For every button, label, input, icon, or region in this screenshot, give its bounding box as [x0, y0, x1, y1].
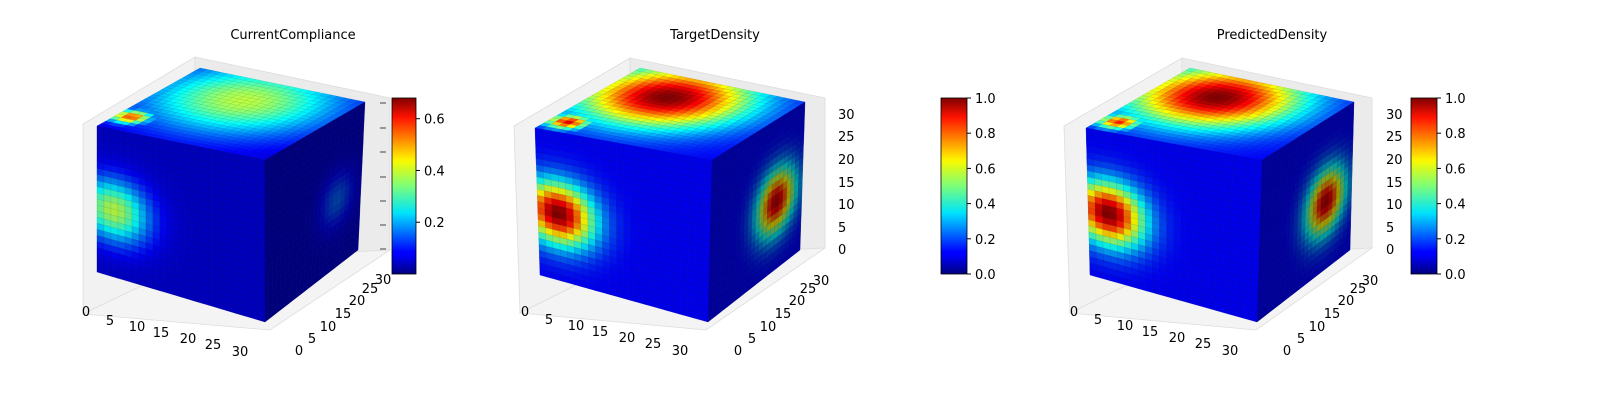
colorbar-gradient — [391, 97, 417, 275]
colorbar-tick-label: 0.4 — [975, 198, 996, 213]
x-tick-label: 20 — [619, 331, 636, 346]
y-tick-label: 5 — [308, 332, 316, 347]
y-tick-label: 5 — [748, 332, 756, 347]
panel-current-compliance: CurrentCompliance 0 5 10 15 20 25 30 0 5… — [81, 28, 445, 360]
colorbar-tick-label: 0.6 — [424, 113, 445, 128]
y-tick-label: 30 — [813, 274, 830, 289]
y-tick-label: 0 — [295, 344, 303, 359]
x-tick-label: 5 — [106, 314, 114, 329]
z-tick-label: 30 — [838, 108, 855, 123]
x-tick-label: 15 — [592, 325, 609, 340]
z-tick-label: 20 — [838, 153, 855, 168]
z-tick-label: 10 — [838, 198, 855, 213]
y-tick-label: 30 — [375, 273, 392, 288]
colorbar-ticks: 0.0 0.2 0.4 0.6 0.8 1.0 — [967, 92, 996, 283]
colorbar-tick-label: 0.8 — [975, 127, 996, 142]
y-tick-label: 15 — [775, 307, 792, 322]
panel-target-density: TargetDensity 0 5 10 15 20 25 30 0 5 10 … — [513, 28, 996, 359]
x-tick-label: 30 — [672, 344, 689, 359]
colorbar-ticks: 0.2 0.4 0.6 — [416, 113, 445, 231]
colorbar-tick-label: 0.2 — [424, 216, 445, 231]
colorbar-gradient — [940, 97, 968, 275]
y-tick-label: 0 — [734, 344, 742, 359]
y-tick-label: 10 — [760, 320, 777, 335]
colorbar-tick-label: 0.4 — [424, 164, 445, 179]
panel-predicted-density: PredictedDensity 0 5 10 15 20 25 30 0 5 … — [1063, 28, 1466, 359]
colorbar-tick-label: 0.6 — [975, 162, 996, 177]
panel-title: CurrentCompliance — [230, 28, 355, 43]
panel-title: TargetDensity — [669, 28, 760, 43]
x-tick-label: 0 — [82, 305, 90, 320]
z-tick-label: 5 — [838, 221, 846, 236]
x-tick-label: 10 — [129, 320, 146, 335]
panel-title: PredictedDensity — [1217, 28, 1328, 43]
x-tick-label: 10 — [568, 319, 585, 334]
x-tick-label: 25 — [645, 337, 662, 352]
colorbar: 0.0 0.2 0.4 0.6 0.8 1.0 — [940, 92, 996, 283]
z-tick-label: 15 — [838, 176, 855, 191]
colorbar-tick-label: 0.0 — [975, 268, 996, 283]
voxel-cube — [96, 67, 366, 323]
x-tick-label: 5 — [545, 313, 553, 328]
y-tick-label: 10 — [320, 320, 337, 335]
colorbar: 0.2 0.4 0.6 — [391, 97, 445, 275]
x-tick-label: 30 — [232, 345, 249, 360]
colorbar-tick-label: 1.0 — [975, 92, 996, 107]
z-tick-label: 25 — [838, 130, 855, 145]
z-axis: 0 5 10 15 20 25 30 — [838, 108, 855, 258]
z-tick-label: 0 — [838, 243, 846, 258]
y-tick-label: 15 — [335, 307, 352, 322]
x-tick-label: 15 — [153, 326, 170, 341]
x-tick-label: 20 — [180, 332, 197, 347]
colorbar-tick-label: 0.2 — [975, 233, 996, 248]
x-tick-label: 25 — [205, 338, 222, 353]
x-tick-label: 0 — [521, 305, 529, 320]
